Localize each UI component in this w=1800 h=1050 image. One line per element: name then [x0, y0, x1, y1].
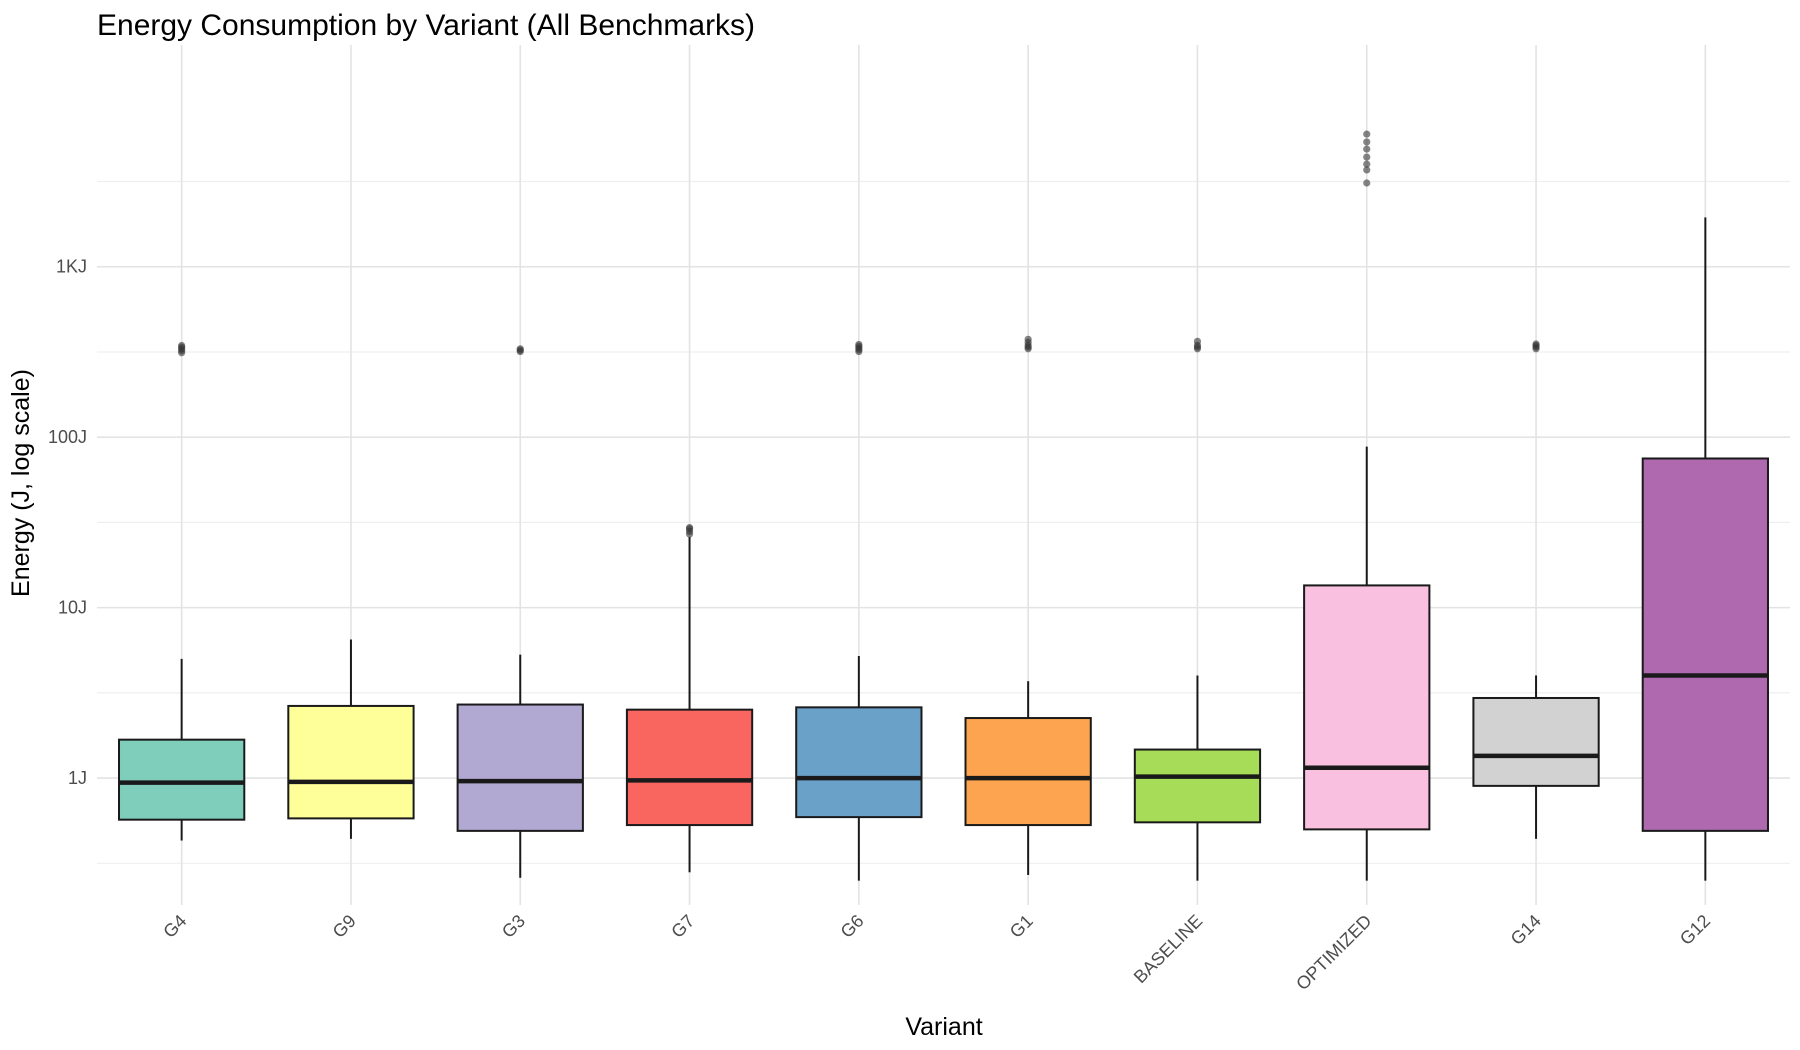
y-tick-label: 100J: [48, 427, 87, 447]
outlier-point: [1024, 335, 1032, 343]
x-axis-ticks: G4 G9 G3 G7 G6 G1 BASELINE OPTIMIZED G14 G12: [159, 911, 1714, 994]
iqr-box: [118, 738, 246, 821]
x-axis-title: Variant: [905, 1013, 982, 1041]
outlier-point: [855, 340, 863, 349]
y-tick-label: 1KJ: [56, 257, 87, 277]
box-group-g7: [625, 523, 754, 873]
iqr-box: [964, 717, 1092, 827]
x-tick-label: G12: [1676, 911, 1714, 949]
x-tick-label: OPTIMIZED: [1292, 911, 1375, 994]
iqr-box: [795, 706, 923, 819]
x-tick-label: G6: [837, 911, 868, 942]
box-group-optimized: [1303, 130, 1431, 881]
outlier-point: [1193, 337, 1202, 345]
iqr-box: [1472, 696, 1600, 787]
chart-title: Energy Consumption by Variant (All Bench…: [97, 9, 755, 42]
boxes-layer: [118, 130, 1769, 881]
outlier-point: [1363, 138, 1371, 146]
outlier-point: [1363, 179, 1371, 187]
box-group-baseline: [1133, 337, 1262, 881]
iqr-box: [456, 703, 584, 832]
y-axis-title: Energy (J, log scale): [7, 369, 35, 597]
outlier-point: [685, 523, 694, 532]
outlier-point: [178, 341, 186, 350]
outlier-point: [1532, 340, 1540, 348]
outlier-point: [1363, 160, 1371, 168]
iqr-box: [1133, 748, 1262, 824]
box-group-g4: [118, 341, 246, 841]
x-tick-label: G14: [1507, 911, 1545, 949]
outlier-point: [1363, 166, 1371, 174]
outlier-point: [1363, 130, 1371, 138]
outlier-point: [1363, 153, 1371, 161]
x-tick-label: G4: [159, 911, 190, 942]
y-axis-ticks: 1J 10J 100J 1KJ: [48, 257, 87, 788]
x-tick-label: G1: [1006, 911, 1037, 942]
x-tick-label: BASELINE: [1130, 911, 1206, 987]
iqr-box: [1641, 457, 1769, 832]
outlier-point: [516, 345, 524, 353]
x-tick-label: G9: [329, 911, 360, 942]
box-group-g12: [1641, 217, 1769, 881]
y-tick-label: 10J: [58, 598, 87, 618]
outlier-point: [1363, 145, 1371, 153]
x-tick-label: G7: [667, 911, 698, 942]
iqr-box: [1303, 584, 1431, 831]
box-group-g1: [964, 335, 1092, 875]
iqr-box: [287, 704, 415, 820]
box-group-g14: [1472, 340, 1600, 839]
x-tick-label: G3: [498, 911, 529, 942]
y-tick-label: 1J: [68, 768, 87, 788]
iqr-box: [625, 708, 754, 827]
box-group-g6: [795, 340, 923, 881]
box-group-g9: [287, 639, 415, 839]
box-group-g3: [456, 345, 584, 878]
